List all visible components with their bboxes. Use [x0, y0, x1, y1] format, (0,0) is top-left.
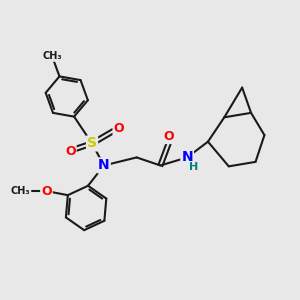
Text: O: O [164, 130, 174, 143]
Text: CH₃: CH₃ [11, 186, 30, 196]
Text: S: S [87, 136, 97, 151]
Text: O: O [113, 122, 124, 134]
Text: N: N [98, 158, 110, 172]
Text: CH₃: CH₃ [42, 51, 62, 61]
Text: H: H [189, 162, 198, 172]
Text: N: N [181, 150, 193, 164]
Text: O: O [41, 185, 52, 198]
Text: O: O [65, 145, 76, 158]
